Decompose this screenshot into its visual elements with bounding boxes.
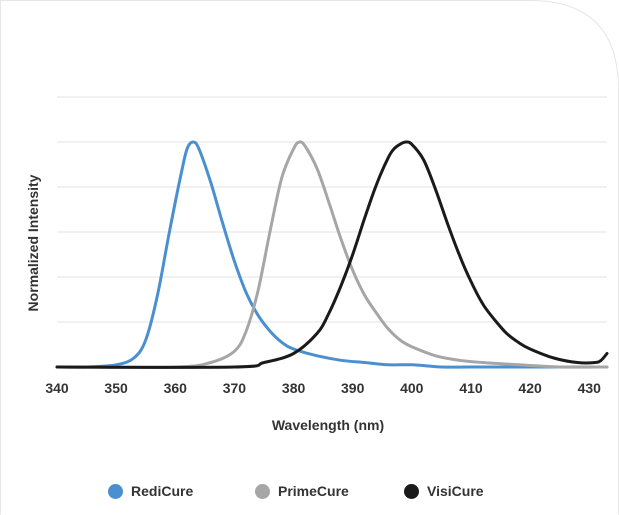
legend-label-primecure: PrimeCure <box>278 483 349 499</box>
legend-marker-visicure <box>404 483 419 499</box>
x-tick-label: 420 <box>518 380 542 396</box>
x-tick-label: 390 <box>341 380 365 396</box>
legend-label-visicure: VisiCure <box>427 483 484 499</box>
series-layer <box>55 140 609 369</box>
x-tick-label: 380 <box>282 380 306 396</box>
x-tick-label: 410 <box>459 380 483 396</box>
legend-item-visicure: VisiCure <box>404 483 484 499</box>
legend-label-redicure: RediCure <box>131 483 194 499</box>
legend: RediCure PrimeCure VisiCure <box>0 483 619 507</box>
x-axis-title: Wavelength (nm) <box>272 417 384 433</box>
legend-marker-primecure <box>255 483 270 499</box>
series-line-redicure <box>55 140 609 369</box>
legend-marker-redicure <box>108 483 123 499</box>
gridlines <box>57 96 607 323</box>
x-tick-label: 370 <box>223 380 247 396</box>
series-line-primecure <box>55 140 609 369</box>
y-axis-title: Normalized Intensity <box>25 174 41 311</box>
x-tick-label: 360 <box>164 380 188 396</box>
x-tick-label: 430 <box>578 380 602 396</box>
legend-item-primecure: PrimeCure <box>255 483 349 499</box>
x-tick-label: 350 <box>104 380 128 396</box>
x-tick-label: 400 <box>400 380 424 396</box>
series-line-visicure <box>55 140 609 369</box>
x-tick-label: 340 <box>45 380 69 396</box>
x-tick-labels: 340 350 360 370 380 390 400 410 420 430 <box>45 380 601 396</box>
legend-item-redicure: RediCure <box>108 483 193 499</box>
